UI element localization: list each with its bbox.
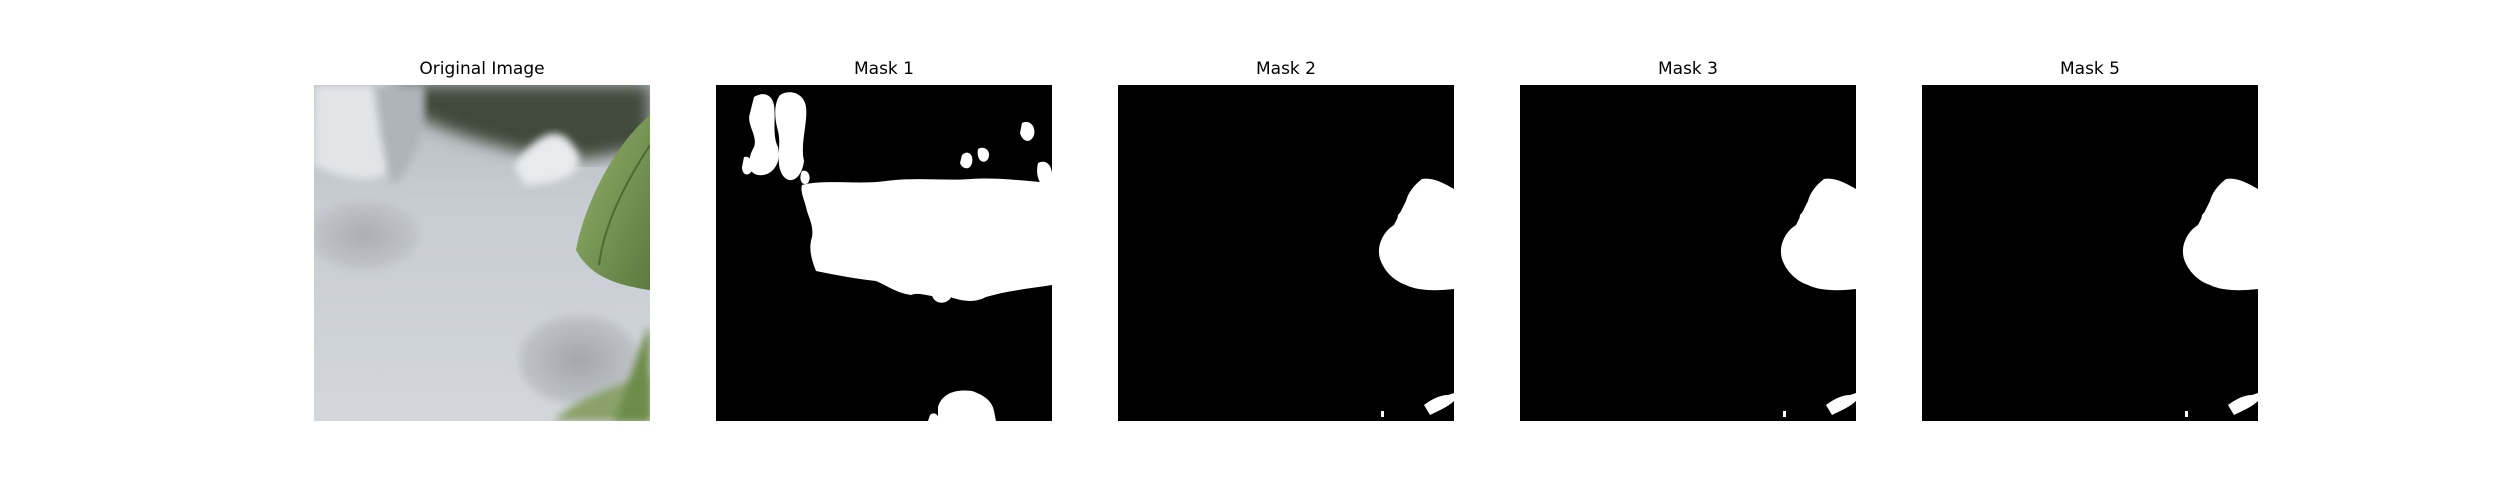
panel-title-mask-3: Mask 3 [1657, 59, 1718, 79]
mask-2-panel [1118, 85, 1454, 421]
panel-title-mask-2: Mask 2 [1255, 59, 1316, 79]
panel-title-original-image: Original Image [419, 59, 545, 79]
original-image-panel [314, 85, 650, 421]
mask-3-image [1520, 85, 1856, 421]
mask-3-panel [1520, 85, 1856, 421]
original-image [314, 85, 650, 421]
panel-title-mask-5: Mask 5 [2059, 59, 2120, 79]
mask-1-image [716, 85, 1052, 421]
mask-5-image [1922, 85, 2258, 421]
panel-title-mask-1: Mask 1 [853, 59, 914, 79]
mask-5-panel [1922, 85, 2258, 421]
mask-2-image [1118, 85, 1454, 421]
mask-1-panel [716, 85, 1052, 421]
